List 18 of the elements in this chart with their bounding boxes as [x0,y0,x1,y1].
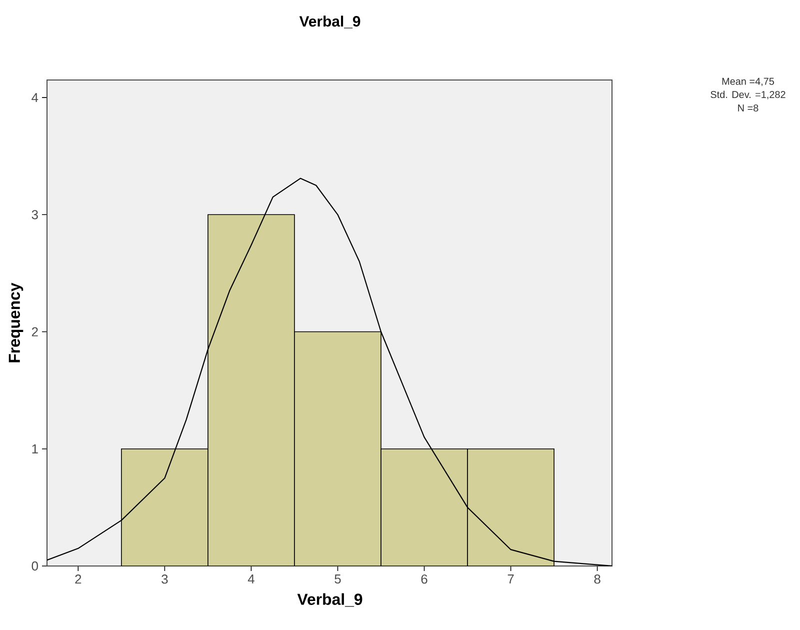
y-tick-label: 0 [32,561,38,571]
x-tick-label: 5 [334,574,341,584]
x-tick-label: 2 [75,574,82,584]
text: Mean =4,75 [722,78,774,86]
y-tick-label: 4 [32,93,38,102]
x-axis-title: Verbal_9 [297,593,362,607]
y-tick-label: 1 [32,444,38,454]
x-tick-label: 4 [248,574,254,584]
y-tick-label: 2 [32,327,38,336]
x-tick-label: 3 [162,574,168,584]
x-tick-label: 6 [421,574,428,584]
y-axis-title: Frequency [8,282,24,362]
text: Std. Dev. =1,282 [710,90,786,100]
x-tick-label: 8 [594,574,600,584]
y-tick-label: 3 [32,210,38,220]
text: N =8 [738,104,758,112]
chart-title: Verbal_9 [299,16,360,28]
x-tick-label: 7 [508,574,514,584]
